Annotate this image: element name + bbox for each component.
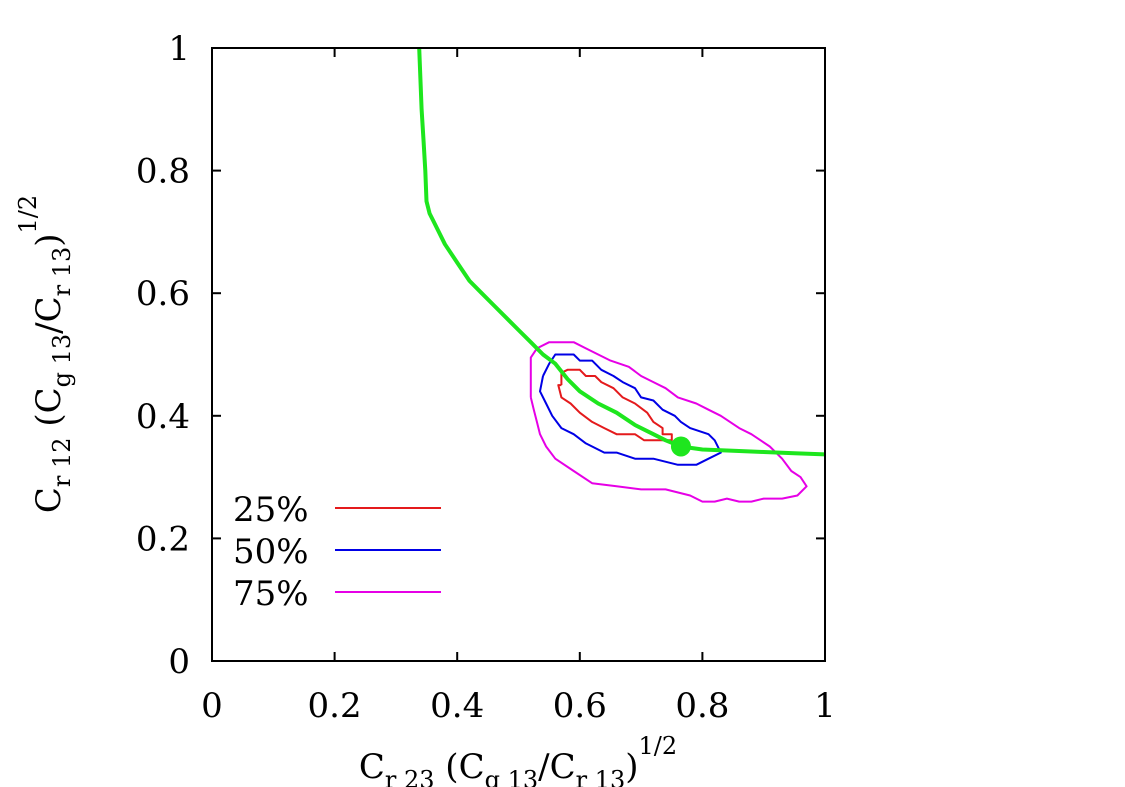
x-tick-label: 0.4 [430, 686, 484, 726]
y-tick-label: 0.6 [136, 274, 190, 314]
x-tick-label: 0.6 [553, 686, 607, 726]
x-tick-label: 0 [201, 686, 223, 726]
x-axis-label: Cr 23 (Cg 13/Cr 13)1/2 [359, 732, 677, 787]
legend-label: 25% [233, 490, 309, 530]
series-line-75pct [529, 341, 808, 503]
y-tick-label: 0.2 [136, 519, 190, 559]
plot-frame [211, 47, 826, 662]
y-tick-label: 0.8 [136, 152, 190, 192]
y-axis-label: Cr 12 (Cg 13/Cr 13)1/2 [14, 195, 76, 513]
marker-point [670, 436, 691, 457]
series-line-50pct [539, 353, 722, 466]
legend-label: 50% [233, 532, 309, 572]
curve-line [417, 48, 825, 457]
x-tick-label: 0.2 [308, 686, 362, 726]
y-tick-label: 0.4 [136, 397, 190, 437]
y-tick-label: 1 [168, 29, 190, 69]
x-tick-label: 0.8 [675, 686, 729, 726]
x-tick-label: 1 [814, 686, 836, 726]
y-tick-label: 0 [168, 642, 190, 682]
legend-label: 75% [233, 574, 309, 614]
series-line-25pct [557, 368, 673, 442]
